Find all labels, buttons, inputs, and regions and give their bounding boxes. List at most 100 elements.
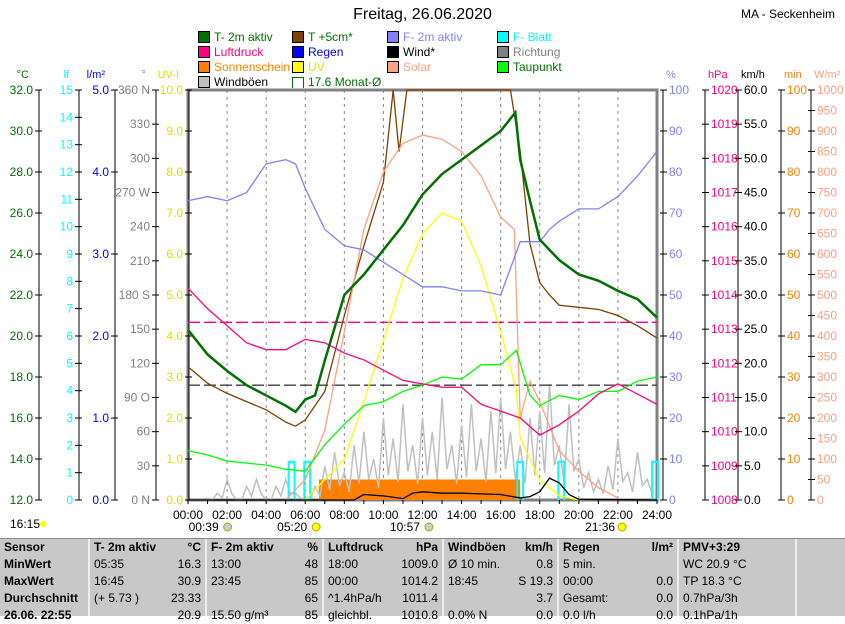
table-row: 0.7hPa/3h xyxy=(679,590,795,607)
table-cell: 5 min. xyxy=(563,557,596,571)
axis-tick-label: 60 xyxy=(787,247,801,261)
axis-tick-label: 240 xyxy=(130,220,150,234)
axis-tick-label: 350 xyxy=(817,350,837,364)
legend-item: Taupunkt xyxy=(497,60,562,74)
axis-tick-label: 80 xyxy=(787,165,801,179)
table-cell: MaxWert xyxy=(4,574,54,588)
axis-tick-label: 750 xyxy=(817,186,837,200)
table-cell-value xyxy=(618,556,673,573)
table-row: 18:45 S 19.3 xyxy=(444,573,557,590)
table-cell-value xyxy=(740,539,791,556)
legend-label: Windböen xyxy=(214,75,269,89)
table-cell: 18:00 xyxy=(328,557,359,571)
axis-tick-label: 100 xyxy=(669,83,689,97)
legend-swatch xyxy=(497,61,509,73)
axis-tick-label: 700 xyxy=(817,206,837,220)
axis-tick-label: 210 xyxy=(130,254,150,268)
table-cell xyxy=(448,590,501,607)
table-row: gleichbl. 1010.8 xyxy=(324,607,442,624)
legend-label: Solar xyxy=(403,60,432,74)
legend-item: Wind* xyxy=(387,45,435,59)
table-cell-value: 0.0 xyxy=(536,608,553,622)
axis-unit-label: hPa xyxy=(708,69,728,81)
axis-tick-label: 100 xyxy=(817,452,837,466)
axis-tick-label: 20.0 xyxy=(744,356,768,370)
table-row: Windböen km/h xyxy=(444,539,557,556)
axis-tick-label: 0 xyxy=(669,493,676,507)
table-cell: TP 18.3 °C xyxy=(683,574,742,588)
axis-tick-label: 15 xyxy=(60,83,74,97)
table-cell-value xyxy=(742,573,791,590)
axis-tick-label: 20 xyxy=(669,411,683,425)
axis-tick-label: 1.0 xyxy=(92,411,109,425)
table-cell-value xyxy=(51,556,82,573)
axis-tick-label: 1018 xyxy=(711,151,738,165)
axis-tick-label: 1009 xyxy=(711,459,738,473)
legend-swatch xyxy=(497,46,509,58)
axis-tick-label: 40 xyxy=(669,329,683,343)
legend-label: UV xyxy=(308,60,325,74)
table-row: 18:00 1009.0 xyxy=(324,556,442,573)
table-cell-value: 0.0 xyxy=(656,591,673,605)
axis-tick-label: 10 xyxy=(669,452,683,466)
table-cell: 0.1hPa/1h xyxy=(683,608,738,622)
axis-tick-label: 2.0 xyxy=(92,329,109,343)
legend-swatch xyxy=(387,61,399,73)
axis-tick-label: 14.0 xyxy=(10,452,34,466)
axis-tick-label: 25.0 xyxy=(744,322,768,336)
axis-unit-label: lf xyxy=(64,69,70,81)
axis-tick-label: 90 xyxy=(787,124,801,138)
axis-unit-label: l/m² xyxy=(87,69,106,81)
legend-swatch xyxy=(198,31,210,43)
legend-label: Regen xyxy=(308,45,344,59)
axis-tick-label: 650 xyxy=(817,227,837,241)
axis-tick-label: 100 xyxy=(787,83,807,97)
x-tick-label: 22:00 xyxy=(603,508,633,522)
table-cell: Ø 10 min. xyxy=(448,557,501,571)
table-cell xyxy=(211,590,265,607)
table-row: 15.50 g/m³ 85 xyxy=(207,607,322,624)
table-row: (+ 5.73 ) 23.33 xyxy=(90,590,205,607)
table-cell: T- 2m aktiv xyxy=(94,540,157,554)
axis-tick-label: 360 N xyxy=(118,83,150,97)
x-tick-label: 00:00 xyxy=(173,508,203,522)
axis-tick-label: 9.0 xyxy=(166,124,183,138)
axis-tick-label: 10.0 xyxy=(160,83,184,97)
table-cell-value: 0.0 xyxy=(656,608,673,622)
axis-tick-label: 30.0 xyxy=(744,288,768,302)
axis-tick-label: 120 xyxy=(130,356,150,370)
axis-tick-label: 10.0 xyxy=(744,425,768,439)
legend-item: Richtung xyxy=(497,45,560,59)
table-cell-value: 85 xyxy=(304,608,318,622)
table-cell-value: 48 xyxy=(304,557,318,571)
table-row: Regen l/m² xyxy=(559,539,677,556)
legend-item: UV xyxy=(292,60,325,74)
axis-tick-label: 330 xyxy=(130,117,150,131)
table-cell: 05:35 xyxy=(94,557,125,571)
axis-tick-label: 40 xyxy=(787,329,801,343)
axis-tick-label: 10 xyxy=(787,452,801,466)
axis-tick-label: 50.0 xyxy=(744,151,768,165)
axis-tick-label: 800 xyxy=(817,165,837,179)
table-cell-value: S 19.3 xyxy=(518,574,553,588)
axis-tick-label: 6 xyxy=(66,329,73,343)
table-column: Luftdruck hPa 18:00 1009.0 00:00 1014.2 ^1.4hP… xyxy=(322,539,442,622)
station-name: MA - Seckenheim xyxy=(740,7,835,21)
table-row: Luftdruck hPa xyxy=(324,539,442,556)
legend-label: F- Blatt xyxy=(513,30,552,44)
legend-swatch xyxy=(292,61,304,73)
axis-tick-label: 1000 xyxy=(817,83,844,97)
table-row: 00:00 0.0 xyxy=(559,573,677,590)
axis-tick-label: 20.0 xyxy=(10,329,34,343)
axis-tick-label: 13 xyxy=(60,138,74,152)
table-cell: F- 2m aktiv xyxy=(211,540,274,554)
series-f-2m-aktiv xyxy=(187,151,658,296)
axis-tick-label: 55.0 xyxy=(744,117,768,131)
axis-tick-label: 70 xyxy=(787,206,801,220)
axis-tick-label: 400 xyxy=(817,329,837,343)
table-cell-value: 20.9 xyxy=(177,608,201,622)
axis-tick-label: 16.0 xyxy=(10,411,34,425)
axis-tick-label: 22.0 xyxy=(10,288,34,302)
axis-tick-label: 180 S xyxy=(119,288,150,302)
legend-swatch xyxy=(198,61,210,73)
